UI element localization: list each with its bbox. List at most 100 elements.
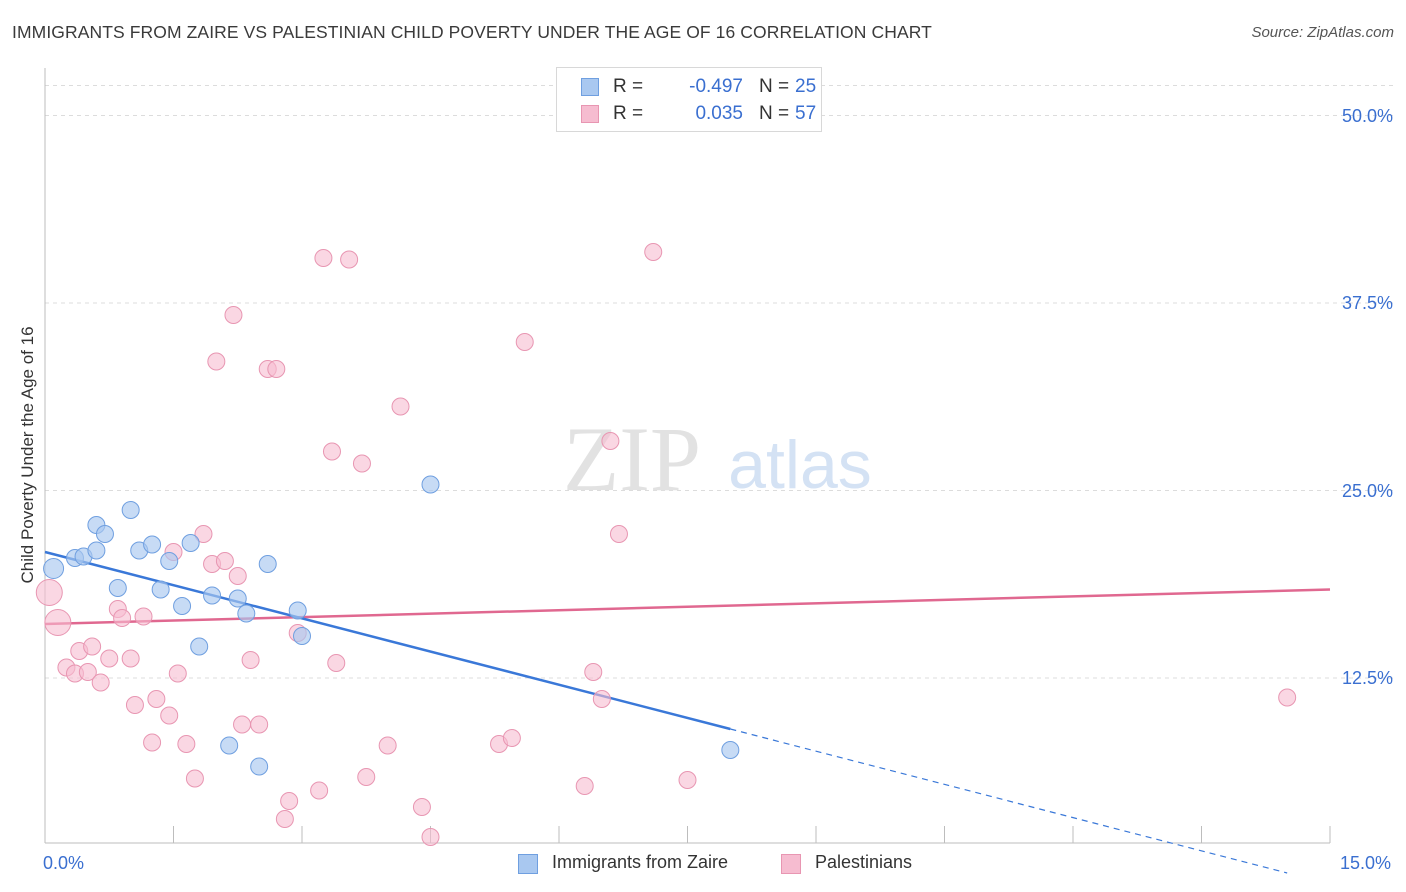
point-palestinians xyxy=(168,664,187,683)
point-palestinians xyxy=(83,637,102,656)
data-points xyxy=(35,243,1297,846)
point-palestinians xyxy=(378,736,397,755)
point-palestinians xyxy=(250,715,269,734)
point-palestinians xyxy=(147,690,166,708)
point-palestinians xyxy=(224,306,243,324)
y-tick-label: 25.0% xyxy=(1341,480,1393,501)
x-tick-label-min: 0.0% xyxy=(43,853,85,873)
point-zaire xyxy=(181,534,200,552)
point-palestinians xyxy=(241,651,260,669)
point-palestinians xyxy=(44,609,72,636)
point-zaire xyxy=(160,552,179,570)
trend-line-zaire xyxy=(44,550,731,731)
point-palestinians xyxy=(267,360,286,378)
legend-swatch-blue xyxy=(581,78,599,96)
watermark-atlas: atlas xyxy=(728,427,872,503)
point-zaire xyxy=(43,558,65,579)
series-label-zaire: Immigrants from Zaire xyxy=(552,852,729,872)
series-swatch-pink xyxy=(781,854,801,874)
point-palestinians xyxy=(601,432,620,450)
point-zaire xyxy=(288,601,307,620)
point-palestinians xyxy=(121,649,140,668)
point-palestinians xyxy=(91,673,110,692)
y-tick-label: 37.5% xyxy=(1341,293,1393,313)
point-zaire xyxy=(228,589,247,608)
watermark: ZIP atlas xyxy=(563,408,872,510)
legend-n-label: N = xyxy=(759,103,790,124)
series-label-palestinians: Palestinians xyxy=(815,852,913,872)
point-palestinians xyxy=(194,525,213,543)
trend-line-zaire-extension xyxy=(730,728,1288,874)
x-tick-label-max: 15.0% xyxy=(1340,853,1392,873)
point-palestinians xyxy=(143,733,162,752)
point-palestinians xyxy=(327,654,346,672)
point-zaire xyxy=(237,604,256,623)
point-palestinians xyxy=(215,552,234,570)
source-label: Source: ZipAtlas.com xyxy=(1251,24,1394,41)
point-zaire xyxy=(190,637,209,656)
y-axis-label: Child Poverty Under the Age of 16 xyxy=(18,326,37,584)
point-zaire xyxy=(220,736,239,755)
point-palestinians xyxy=(352,454,371,473)
legend-r-value: -0.497 xyxy=(689,76,743,97)
legend-r-label: R = xyxy=(613,76,644,97)
point-zaire xyxy=(108,579,127,597)
point-palestinians xyxy=(160,706,179,725)
trend-line-palestinians xyxy=(44,588,1331,626)
point-palestinians xyxy=(502,729,521,747)
point-palestinians xyxy=(35,579,63,606)
point-palestinians xyxy=(314,249,333,267)
point-palestinians xyxy=(125,696,144,714)
point-palestinians xyxy=(207,352,226,371)
point-zaire xyxy=(151,580,170,599)
point-palestinians xyxy=(421,828,440,846)
watermark-zip: ZIP xyxy=(563,408,701,510)
point-palestinians xyxy=(515,333,534,351)
point-palestinians xyxy=(1278,688,1297,707)
point-palestinians xyxy=(280,792,299,810)
point-palestinians xyxy=(185,769,204,788)
point-zaire xyxy=(173,597,192,615)
legend-n-value: 57 xyxy=(795,103,817,124)
chart-title: IMMIGRANTS FROM ZAIRE VS PALESTINIAN CHI… xyxy=(12,22,932,42)
point-palestinians xyxy=(644,243,663,261)
stats-legend: R = -0.497 N = 25 R = 0.035 N = 57 xyxy=(556,67,822,132)
y-tick-label: 50.0% xyxy=(1341,105,1393,126)
point-palestinians xyxy=(678,771,697,789)
point-zaire xyxy=(87,541,106,560)
point-palestinians xyxy=(177,735,196,753)
legend-n-value: 25 xyxy=(795,76,817,97)
point-palestinians xyxy=(412,798,431,816)
point-palestinians xyxy=(322,442,341,461)
point-zaire xyxy=(143,535,162,554)
series-swatch-blue xyxy=(518,854,538,874)
point-palestinians xyxy=(357,768,376,786)
point-zaire xyxy=(203,586,222,605)
point-zaire xyxy=(721,741,740,759)
legend-n-label: N = xyxy=(759,76,790,97)
grid-lines xyxy=(45,85,1395,679)
point-palestinians xyxy=(233,715,252,734)
legend-swatch-pink xyxy=(581,105,599,123)
point-palestinians xyxy=(592,690,611,708)
point-zaire xyxy=(258,555,277,573)
point-palestinians xyxy=(275,810,294,828)
point-palestinians xyxy=(228,567,247,585)
point-palestinians xyxy=(340,250,359,269)
point-palestinians xyxy=(113,609,132,627)
y-tick-label: 12.5% xyxy=(1341,668,1393,688)
point-palestinians xyxy=(78,663,97,681)
point-palestinians xyxy=(584,663,603,681)
point-palestinians xyxy=(609,525,628,543)
legend-r-label: R = xyxy=(613,103,644,124)
point-zaire xyxy=(250,757,269,776)
point-palestinians xyxy=(391,397,410,416)
point-palestinians xyxy=(575,777,594,795)
point-palestinians xyxy=(310,781,329,800)
point-zaire xyxy=(95,525,114,543)
legend-r-value: 0.035 xyxy=(695,103,743,124)
point-zaire xyxy=(293,627,311,645)
point-zaire xyxy=(421,475,440,494)
point-zaire xyxy=(121,501,140,519)
